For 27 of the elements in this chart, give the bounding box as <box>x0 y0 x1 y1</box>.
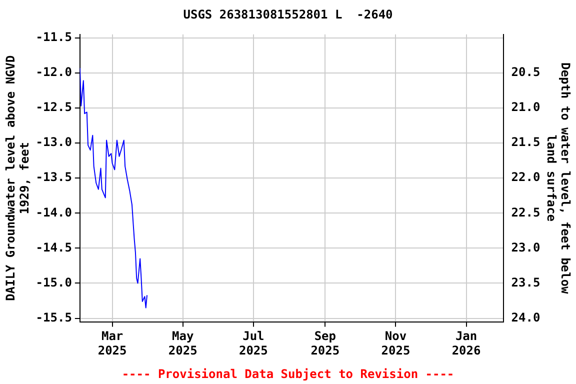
y2-tick-label: 21.5 <box>511 135 540 150</box>
x-tick-label: Nov 2025 <box>381 329 410 358</box>
x-tick-label: Sep 2025 <box>310 329 340 358</box>
y2-tick-label: 22.5 <box>511 205 540 220</box>
y-tick-label: -13.0 <box>36 135 72 150</box>
x-tick-label: Mar 2025 <box>98 329 127 358</box>
x-tick-label: May 2025 <box>168 329 198 358</box>
y2-tick-label: 22.0 <box>511 170 540 184</box>
y2-tick-label: 24.0 <box>511 310 540 324</box>
y-tick-label: -15.0 <box>36 275 72 290</box>
y2-axis-title: Depth to water level, feet below land surface <box>544 62 573 294</box>
y-tick-label: -15.5 <box>36 310 72 324</box>
x-tick-label: Jan 2026 <box>452 329 481 358</box>
y-tick-label: -13.5 <box>36 170 72 184</box>
y-tick-label: -11.5 <box>36 30 72 44</box>
y2-tick-label: 23.5 <box>511 275 540 290</box>
x-tick-label: Jul 2025 <box>238 329 268 358</box>
y-tick-label: -12.0 <box>36 65 72 80</box>
y-tick-label: -12.5 <box>36 100 72 114</box>
chart-title: USGS 263813081552801 L -2640 <box>183 7 393 22</box>
y2-tick-label: 20.5 <box>511 65 540 80</box>
y-tick-label: -14.5 <box>36 240 72 254</box>
y2-tick-label: 21.0 <box>511 100 540 114</box>
text: ---- Provisional Data Subject to Revision ---- <box>122 366 454 381</box>
y-axis-title: DAILY Groundwater level above NGVD 1929, feet <box>3 55 32 301</box>
y2-tick-label: 23.0 <box>511 240 540 254</box>
y-tick-label: -14.0 <box>36 205 72 220</box>
